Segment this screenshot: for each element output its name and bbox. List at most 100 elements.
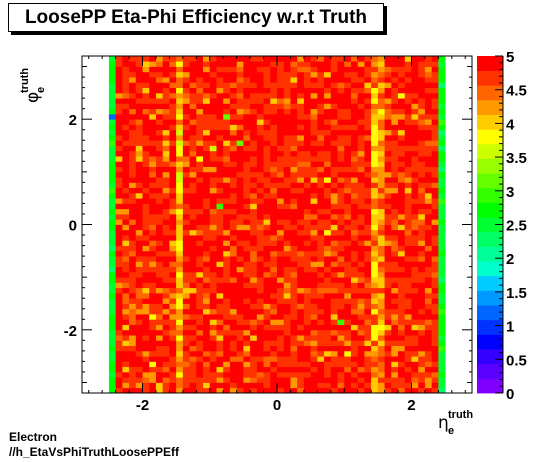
heatmap-cell bbox=[283, 282, 291, 289]
heatmap-cell bbox=[377, 319, 385, 325]
colorbar-swatch bbox=[477, 187, 503, 203]
heatmap-cell bbox=[283, 329, 291, 336]
heatmap-cell bbox=[418, 245, 426, 252]
heatmap-cell bbox=[229, 145, 238, 152]
heatmap-cell bbox=[357, 82, 365, 88]
heatmap-cell bbox=[398, 366, 406, 373]
heatmap-cell bbox=[189, 356, 197, 362]
heatmap-cell bbox=[364, 82, 372, 88]
heatmap-cell bbox=[108, 219, 117, 225]
heatmap-cell bbox=[182, 177, 190, 183]
heatmap-cell bbox=[283, 361, 291, 368]
heatmap-cell bbox=[431, 87, 439, 94]
heatmap-cell bbox=[182, 319, 190, 325]
heatmap-cell bbox=[176, 324, 184, 331]
heatmap-cell bbox=[196, 314, 204, 320]
heatmap-cell bbox=[357, 171, 365, 178]
heatmap-cell bbox=[216, 198, 224, 204]
heatmap-cell bbox=[377, 124, 385, 131]
heatmap-cell bbox=[155, 77, 164, 83]
heatmap-cell bbox=[330, 171, 338, 178]
heatmap-cell bbox=[391, 387, 399, 394]
heatmap-cell bbox=[169, 292, 177, 299]
heatmap-cell bbox=[290, 82, 298, 88]
heatmap-cell bbox=[431, 350, 439, 357]
heatmap-cell bbox=[256, 208, 264, 215]
heatmap-cell bbox=[135, 66, 143, 73]
heatmap-cell bbox=[250, 166, 258, 173]
heatmap-cell bbox=[303, 266, 312, 273]
heatmap-cell bbox=[303, 377, 312, 383]
heatmap-cell bbox=[391, 319, 399, 325]
heatmap-cell bbox=[438, 113, 446, 120]
heatmap-cell bbox=[270, 229, 278, 236]
heatmap-cell bbox=[108, 308, 117, 315]
heatmap-cell bbox=[384, 350, 392, 357]
heatmap-cell bbox=[135, 192, 143, 199]
heatmap-cell bbox=[404, 66, 412, 73]
heatmap-cell bbox=[350, 134, 359, 141]
heatmap-cell bbox=[209, 134, 217, 141]
heatmap-cell bbox=[270, 98, 278, 104]
heatmap-cell bbox=[250, 282, 258, 289]
heatmap-cell bbox=[209, 250, 217, 257]
heatmap-cell bbox=[277, 119, 285, 125]
heatmap-cell bbox=[229, 166, 238, 173]
heatmap-cell bbox=[438, 350, 446, 357]
heatmap-cell bbox=[115, 377, 123, 383]
heatmap-cell bbox=[337, 140, 345, 146]
colorbar-swatch bbox=[477, 202, 503, 218]
heatmap-cell bbox=[290, 140, 298, 146]
heatmap-cell bbox=[169, 298, 177, 304]
heatmap-cell bbox=[182, 361, 190, 368]
heatmap-cell bbox=[350, 350, 359, 357]
heatmap-cell bbox=[377, 113, 385, 120]
heatmap-cell bbox=[236, 129, 244, 136]
heatmap-cell bbox=[324, 340, 332, 347]
heatmap-cell bbox=[290, 229, 298, 236]
heatmap-cell bbox=[203, 266, 211, 273]
heatmap-cell bbox=[364, 166, 372, 173]
heatmap-cell bbox=[203, 140, 211, 146]
heatmap-cell bbox=[182, 345, 190, 352]
heatmap-cell bbox=[115, 292, 123, 299]
heatmap-cell bbox=[270, 150, 278, 157]
heatmap-cell bbox=[250, 208, 258, 215]
heatmap-cell bbox=[364, 229, 372, 236]
heatmap-cell bbox=[324, 245, 332, 252]
heatmap-cell bbox=[350, 303, 359, 310]
heatmap-cell bbox=[256, 171, 264, 178]
heatmap-cell bbox=[250, 350, 258, 357]
heatmap-cell bbox=[431, 366, 439, 373]
heatmap-cell bbox=[330, 256, 338, 262]
heatmap-cell bbox=[330, 82, 338, 88]
heatmap-cell bbox=[350, 187, 359, 194]
heatmap-cell bbox=[176, 166, 184, 173]
heatmap-cell bbox=[297, 382, 305, 389]
heatmap-cell bbox=[277, 329, 285, 336]
heatmap-cell bbox=[424, 171, 433, 178]
heatmap-cell bbox=[424, 282, 433, 289]
heatmap-cell bbox=[384, 377, 392, 383]
heatmap-cell bbox=[371, 356, 379, 362]
heatmap-cell bbox=[391, 303, 399, 310]
heatmap-cell bbox=[142, 103, 150, 110]
heatmap-cell bbox=[384, 314, 392, 320]
heatmap-cell bbox=[176, 113, 184, 120]
heatmap-cell bbox=[223, 235, 231, 241]
heatmap-cell bbox=[398, 156, 406, 162]
heatmap-cell bbox=[236, 308, 244, 315]
heatmap-cell bbox=[209, 277, 217, 283]
heatmap-cell bbox=[142, 82, 150, 88]
heatmap-cell bbox=[330, 250, 338, 257]
heatmap-cell bbox=[404, 103, 412, 110]
heatmap-cell bbox=[256, 129, 264, 136]
heatmap-cell bbox=[162, 66, 170, 73]
heatmap-cell bbox=[155, 229, 164, 236]
heatmap-cell bbox=[142, 256, 150, 262]
heatmap-cell bbox=[371, 303, 379, 310]
heatmap-cell bbox=[350, 366, 359, 373]
heatmap-cell bbox=[330, 340, 338, 347]
heatmap-cell bbox=[189, 377, 197, 383]
heatmap-cell bbox=[250, 266, 258, 273]
